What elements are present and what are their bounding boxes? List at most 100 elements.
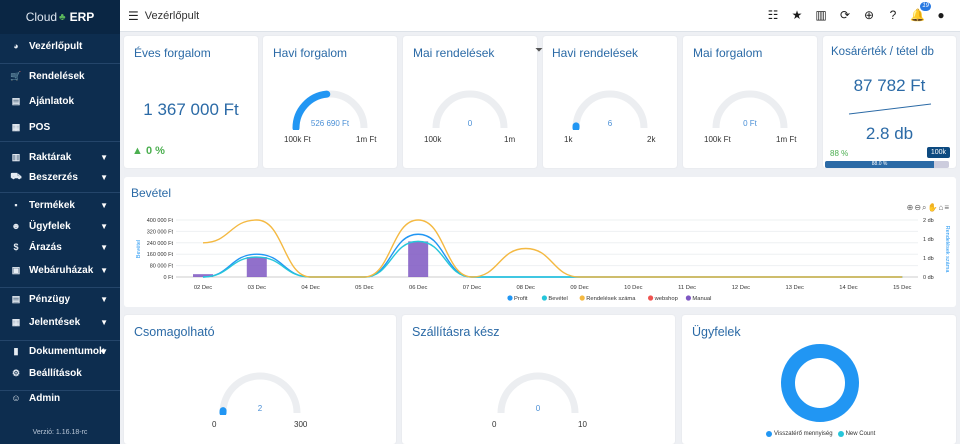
sidebar-item-label: Árazás bbox=[29, 241, 62, 253]
y2-tick-label: 1 db bbox=[923, 256, 934, 262]
home-icon[interactable]: ⌂ bbox=[938, 203, 945, 212]
building-icon[interactable]: ▥ bbox=[815, 8, 827, 22]
chevron-down-icon: ▼ bbox=[100, 200, 108, 210]
sidebar-item-2[interactable]: ▤ Ajánlatok bbox=[0, 90, 120, 112]
sidebar-item-label: Jelentések bbox=[29, 316, 81, 328]
sidebar-item-5[interactable]: ⛟ Beszerzés ▼ bbox=[0, 166, 120, 188]
bell-icon[interactable]: 🔔 19 bbox=[910, 2, 931, 22]
truck-icon: ⛟ bbox=[10, 171, 22, 181]
x-tick-label: 10 Dec bbox=[624, 285, 642, 291]
x-tick-label: 15 Dec bbox=[893, 285, 911, 291]
user-icon[interactable]: ● bbox=[937, 8, 945, 22]
annual-value: 1 367 000 Ft bbox=[143, 100, 239, 119]
gauge-fill bbox=[292, 90, 331, 130]
x-tick-label: 03 Dec bbox=[248, 285, 266, 291]
chart-toolbar: ⊕⊖⌕✋⌂≡ bbox=[907, 203, 950, 213]
gauge-min: 1k bbox=[564, 135, 573, 144]
y-tick-label: 240 000 Ft bbox=[147, 241, 174, 247]
sidebar-item-7[interactable]: ☻ Ügyfelek ▼ bbox=[0, 215, 120, 237]
card-annual: Éves forgalom 1 367 000 Ft ▲ 0 % bbox=[124, 36, 258, 168]
gauge-track bbox=[219, 372, 301, 414]
sidebar-item-label: Webáruházak bbox=[29, 264, 94, 276]
sidebar-item-8[interactable]: $ Árazás ▼ bbox=[0, 236, 120, 258]
chevron-down-icon: ▼ bbox=[100, 294, 108, 304]
pan-icon[interactable]: ✋ bbox=[927, 203, 939, 212]
gauge-track bbox=[572, 90, 648, 129]
brand-name-b: ERP bbox=[69, 10, 95, 24]
x-tick-label: 02 Dec bbox=[194, 285, 212, 291]
basket-value: 87 782 Ft bbox=[853, 76, 926, 95]
series-line bbox=[202, 219, 903, 278]
card-title: Éves forgalom bbox=[134, 46, 211, 60]
gauge-max: 2k bbox=[647, 135, 656, 144]
zoom-out-icon[interactable]: ⊖ bbox=[914, 203, 923, 212]
sidebar-item-4[interactable]: ▥ Raktárak ▼ bbox=[0, 146, 120, 168]
card-title: Havi forgalom bbox=[273, 46, 348, 60]
sidebar-item-11[interactable]: ▦ Jelentések ▼ bbox=[0, 311, 120, 333]
sidebar-item-label: Rendelések bbox=[29, 70, 85, 82]
dollar-icon: $ bbox=[13, 242, 19, 252]
y-axis-label: Bevétel bbox=[136, 240, 142, 258]
sidebar-item-13[interactable]: ⚙ Beállítások bbox=[0, 362, 120, 384]
chevron-down-icon: ▼ bbox=[100, 152, 108, 162]
filter-icon[interactable]: ⏷ bbox=[535, 45, 543, 56]
menu-icon[interactable]: ☰ bbox=[128, 8, 139, 23]
gauge-min: 100k bbox=[424, 135, 442, 144]
dashboard-icon: ◕ bbox=[13, 41, 19, 51]
brand-name-a: Cloud bbox=[25, 10, 58, 24]
notification-badge: 19 bbox=[920, 2, 931, 11]
store-icon: ▣ bbox=[11, 264, 21, 275]
sidebar-item-14[interactable]: ☺ Admin bbox=[0, 387, 120, 409]
basket-progress: 88.0 % bbox=[825, 161, 949, 168]
brand-logo[interactable]: Cloud ♣ ERP bbox=[0, 0, 120, 34]
help-icon[interactable]: ? bbox=[889, 8, 897, 22]
sidebar-item-6[interactable]: ▪ Termékek ▼ bbox=[0, 194, 120, 216]
sidebar-item-label: Vezérlőpult bbox=[29, 40, 83, 52]
revenue-chart-card: Bevétel ⊕⊖⌕✋⌂≡ 0 Ft 80 000 Ft 160 000 Ft 24… bbox=[124, 177, 956, 307]
bar-manual bbox=[193, 274, 213, 277]
menu-icon[interactable]: ≡ bbox=[944, 203, 950, 212]
checklist-icon[interactable]: ☷ bbox=[767, 8, 779, 22]
sidebar-item-10[interactable]: ▤ Pénzügy ▼ bbox=[0, 288, 120, 310]
sidebar-item-12[interactable]: ▮ Dokumentumok ▼ bbox=[0, 340, 120, 362]
legend-label: webshop bbox=[654, 296, 678, 302]
legend-label: Bevétel bbox=[548, 296, 567, 302]
daily-orders-gauge bbox=[432, 90, 508, 129]
sidebar-item-9[interactable]: ▣ Webáruházak ▼ bbox=[0, 259, 120, 281]
x-tick-label: 11 Dec bbox=[678, 285, 696, 291]
sidebar-item-1[interactable]: 🛒 Rendelések bbox=[0, 65, 120, 87]
legend-marker bbox=[685, 295, 692, 301]
x-tick-label: 04 Dec bbox=[301, 285, 319, 291]
sidebar-item-3[interactable]: ▦ POS bbox=[0, 116, 120, 138]
gauge-track bbox=[432, 90, 508, 129]
globe-icon[interactable]: ⊕ bbox=[863, 8, 875, 22]
chevron-down-icon: ▼ bbox=[100, 242, 108, 252]
topbar-icons: ☷ ★ ▥ ⟳ ⊕ ? 🔔 19 ● bbox=[766, 2, 948, 22]
series-line bbox=[202, 233, 903, 278]
search-icon[interactable]: ⌕ bbox=[922, 203, 928, 212]
leaf-icon: ♣ bbox=[59, 11, 66, 23]
gauge-value: 6 bbox=[607, 119, 613, 128]
sidebar-item-label: Dokumentumok bbox=[29, 345, 105, 357]
y2-axis-label: Rendelések száma bbox=[944, 226, 950, 274]
products-icon: ▪ bbox=[14, 200, 18, 210]
series-line bbox=[202, 240, 903, 278]
bar-manual bbox=[246, 257, 267, 277]
legend-marker bbox=[507, 295, 513, 301]
sync-icon[interactable]: ⟳ bbox=[839, 8, 851, 22]
sidebar-item-label: Admin bbox=[29, 392, 61, 404]
sidebar-item-0[interactable]: ◕ Vezérlőpult bbox=[0, 35, 120, 57]
y2-tick-label: 1 db bbox=[923, 237, 934, 243]
divider-line bbox=[848, 103, 932, 115]
card-title: Mai rendelések bbox=[413, 46, 495, 60]
monthly-orders-gauge bbox=[572, 90, 648, 130]
basket-percent: 88 % bbox=[830, 149, 849, 158]
gauge-min: 100k Ft bbox=[284, 135, 311, 144]
packable-gauge bbox=[219, 372, 301, 415]
gauge-min: 0 bbox=[492, 420, 497, 429]
cart-icon: 🛒 bbox=[10, 70, 22, 81]
sidebar-item-label: Ügyfelek bbox=[29, 220, 71, 232]
zoom-in-icon[interactable]: ⊕ bbox=[906, 203, 915, 212]
star-icon[interactable]: ★ bbox=[791, 8, 803, 22]
y2-tick-label: 0 db bbox=[923, 275, 934, 281]
